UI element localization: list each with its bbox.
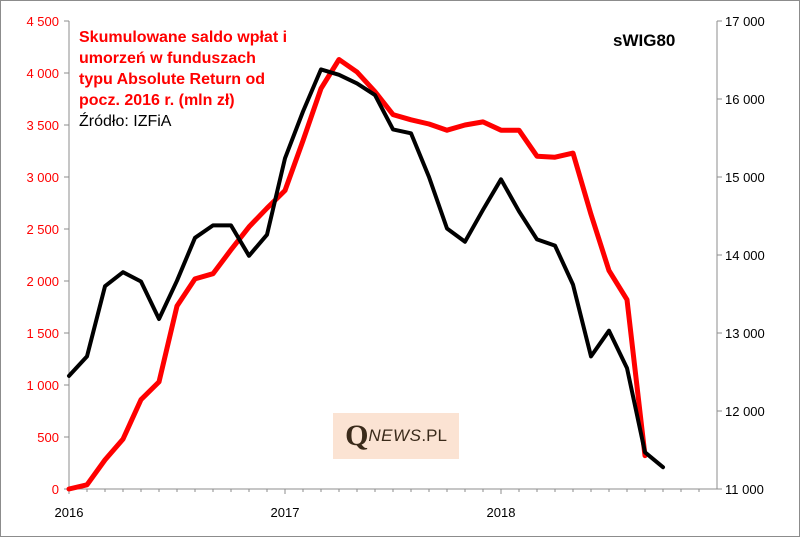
right-tick-label: 13 000 <box>725 326 765 341</box>
chart-title-line: typu Absolute Return od <box>79 71 266 88</box>
chart-title-block: Skumulowane saldo wpłat i umorzeń w fundu… <box>79 27 339 132</box>
right-tick-label: 12 000 <box>725 404 765 419</box>
left-tick-label: 2 500 <box>26 222 59 237</box>
chart-title-line: pocz. 2016 r. (mln zł) <box>79 92 235 109</box>
left-tick-label: 3 500 <box>26 118 59 133</box>
left-tick-label: 0 <box>52 482 59 497</box>
left-tick-label: 3 000 <box>26 170 59 185</box>
series-line-swig80 <box>67 67 665 470</box>
left-tick-label: 1 000 <box>26 378 59 393</box>
right-tick-label: 15 000 <box>725 170 765 185</box>
logo-news: NEWS <box>368 426 422 445</box>
chart-source: Źródło: IZFiA <box>79 113 172 130</box>
x-tick-label: 2018 <box>487 505 516 520</box>
left-tick-label: 4 500 <box>26 14 59 29</box>
right-tick-label: 11 000 <box>725 482 764 497</box>
chart-title-line: umorzeń w funduszach <box>79 50 256 67</box>
x-tick-label: 2017 <box>271 505 300 520</box>
left-tick-label: 1 500 <box>26 326 59 341</box>
right-tick-label: 14 000 <box>725 248 765 263</box>
chart-title-line: Skumulowane saldo wpłat i <box>79 29 288 46</box>
series-label: sWIG80 <box>613 31 676 50</box>
right-tick-label: 16 000 <box>725 92 765 107</box>
logo-q: Q <box>345 419 369 452</box>
left-tick-label: 4 000 <box>26 66 59 81</box>
right-tick-label: 17 000 <box>725 14 765 29</box>
logo-pl: .PL <box>421 426 447 445</box>
left-tick-label: 500 <box>37 430 59 445</box>
x-tick-label: 2016 <box>55 505 84 520</box>
qnews-logo: Q NEWS .PL <box>333 413 459 459</box>
chart-title: Skumulowane saldo wpłat i umorzeń w fundu… <box>79 27 339 111</box>
series-line-saldo <box>66 57 648 492</box>
left-tick-label: 2 000 <box>26 274 59 289</box>
